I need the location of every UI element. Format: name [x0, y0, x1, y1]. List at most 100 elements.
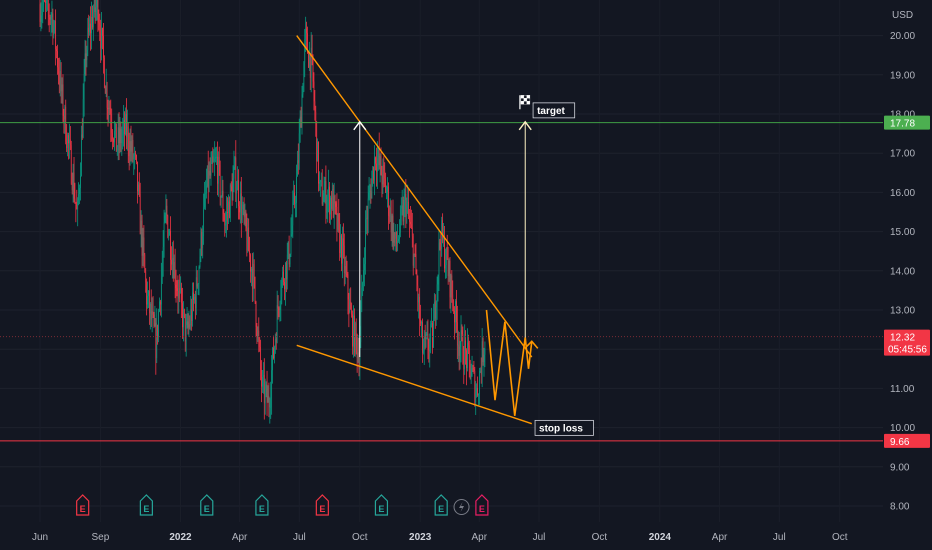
candle-body [94, 0, 96, 13]
x-tick-label: Apr [712, 532, 728, 543]
candle-body [116, 146, 118, 152]
candle-body [100, 33, 102, 49]
candle-body [241, 209, 243, 221]
earnings-marker-label: E [80, 504, 86, 514]
candle-body [370, 191, 372, 199]
candle-body [143, 237, 145, 255]
candle-body [197, 284, 199, 287]
candle-body [310, 47, 312, 78]
candle-body [139, 193, 141, 235]
candle-body [48, 9, 50, 18]
candle-body [52, 13, 54, 36]
earnings-marker-icon [434, 494, 448, 516]
candle-body [93, 0, 95, 15]
candle-body [178, 288, 180, 299]
candle-body [199, 256, 201, 267]
candle-body [398, 238, 399, 242]
candle-body [251, 269, 253, 290]
candle-body [223, 214, 225, 221]
candle-body [154, 322, 156, 326]
candle-body [217, 156, 219, 184]
candle-body [461, 330, 463, 335]
candle-body [453, 306, 455, 311]
y-tick-label: 15.00 [890, 227, 915, 238]
candle-body [264, 388, 266, 404]
price-badge [884, 115, 930, 130]
candle-body [40, 15, 42, 22]
candle-body [131, 140, 133, 152]
candle-body [182, 302, 183, 328]
candle-body [46, 0, 47, 3]
candle-body [62, 84, 64, 116]
candle-body [180, 288, 181, 290]
candle-body [290, 234, 292, 255]
candle-body [39, 4, 41, 22]
candle-body [291, 225, 293, 235]
earnings-marker-icon [139, 494, 153, 516]
time-axis[interactable]: Jun Sep 2022 Apr Jul Oct 2023 Apr Jul Oct 2024 Apr J… [32, 532, 848, 543]
candle-body [422, 350, 424, 353]
candle-body [262, 377, 263, 387]
candle-body [245, 211, 247, 229]
candle-body [248, 227, 250, 252]
price-badge [884, 329, 930, 356]
x-tick-label: Jul [533, 532, 546, 543]
candle-body [225, 220, 227, 226]
earnings-marker-label: E [259, 504, 265, 514]
candle-body [174, 262, 176, 285]
candle-body [212, 156, 214, 162]
candle-body [170, 231, 171, 260]
candle-body [389, 207, 391, 217]
candle-body [251, 269, 252, 272]
candle-body [138, 184, 139, 192]
projection-zigzag [485, 309, 533, 416]
candle-body [155, 322, 157, 359]
candle-body [113, 138, 114, 143]
candle-body [465, 340, 466, 351]
candle-body [114, 130, 115, 143]
earnings-marker-label: E [319, 504, 325, 514]
candle-body [95, 7, 97, 13]
candle-body [365, 217, 367, 220]
candle-body [168, 234, 170, 237]
candle-body [258, 330, 260, 341]
y-tick-label: 10.00 [890, 423, 915, 434]
candle-body [53, 27, 55, 36]
candle-body [255, 301, 257, 327]
candle-body [426, 333, 428, 335]
candle-body [274, 346, 275, 359]
candle-body [413, 253, 415, 266]
candle-body [403, 199, 405, 222]
candle-body [44, 0, 45, 2]
candle-body [81, 134, 83, 138]
candle-body [339, 221, 341, 253]
candle-body [374, 157, 375, 181]
candle-body [388, 215, 390, 217]
price-axis[interactable]: USD 8.009.0010.0011.0012.0013.0014.0015.… [884, 10, 930, 513]
candle-body [433, 320, 434, 348]
candle-body [96, 0, 98, 8]
candle-body [324, 181, 326, 193]
candle-body [305, 28, 307, 39]
candle-body [196, 277, 198, 287]
candle-body [73, 172, 75, 199]
candle-body [311, 47, 313, 56]
candle-body [58, 73, 60, 86]
candle-body [63, 115, 65, 120]
y-tick-label: 18.00 [890, 110, 915, 121]
candle-body [189, 324, 191, 326]
candle-body [284, 282, 285, 290]
candle-body [373, 167, 375, 181]
x-tick-label: Oct [352, 532, 368, 543]
earnings-marker-icon [76, 494, 90, 516]
candle-body [157, 325, 159, 337]
candle-body [366, 217, 368, 219]
candle-body [166, 205, 168, 216]
annotation-box [534, 419, 594, 436]
candle-body [183, 309, 185, 315]
y-tick-label: 8.00 [890, 502, 910, 513]
candle-body [201, 232, 203, 249]
candle-body [352, 314, 353, 347]
candle-body [431, 323, 432, 325]
